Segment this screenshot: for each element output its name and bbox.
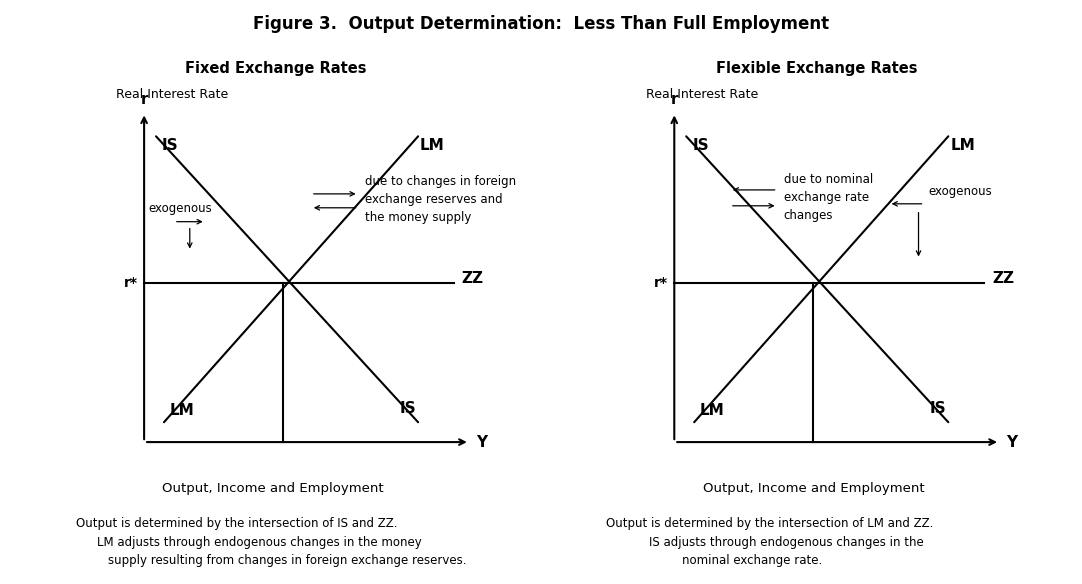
Text: LM: LM xyxy=(170,404,195,418)
Text: ZZ: ZZ xyxy=(992,271,1014,286)
Text: IS: IS xyxy=(399,401,417,416)
Text: Real Interest Rate: Real Interest Rate xyxy=(646,88,758,100)
Text: due to nominal
exchange rate
changes: due to nominal exchange rate changes xyxy=(783,173,873,223)
Text: IS: IS xyxy=(162,138,179,153)
Text: LM: LM xyxy=(950,138,975,153)
Text: r*: r* xyxy=(655,276,669,290)
Text: Real Interest Rate: Real Interest Rate xyxy=(116,88,228,100)
Text: exogenous: exogenous xyxy=(928,185,992,198)
Text: due to changes in foreign
exchange reserves and
the money supply: due to changes in foreign exchange reser… xyxy=(365,175,516,224)
Text: ZZ: ZZ xyxy=(462,271,484,286)
Text: IS: IS xyxy=(929,401,947,416)
Text: IS adjusts through endogenous changes in the: IS adjusts through endogenous changes in… xyxy=(649,536,924,548)
Text: Output is determined by the intersection of LM and ZZ.: Output is determined by the intersection… xyxy=(606,517,934,530)
Text: Fixed Exchange Rates: Fixed Exchange Rates xyxy=(185,61,367,77)
Text: LM adjusts through endogenous changes in the money: LM adjusts through endogenous changes in… xyxy=(97,536,422,548)
Text: nominal exchange rate.: nominal exchange rate. xyxy=(682,554,822,567)
Text: Figure 3.  Output Determination:  Less Than Full Employment: Figure 3. Output Determination: Less Tha… xyxy=(253,15,829,33)
Text: r: r xyxy=(671,92,678,106)
Text: Flexible Exchange Rates: Flexible Exchange Rates xyxy=(716,61,918,77)
Text: r: r xyxy=(141,92,148,106)
Text: Output is determined by the intersection of IS and ZZ.: Output is determined by the intersection… xyxy=(76,517,397,530)
Text: r*: r* xyxy=(124,276,138,290)
Text: IS: IS xyxy=(692,138,709,153)
Text: exogenous: exogenous xyxy=(148,202,212,215)
Text: Y: Y xyxy=(476,434,487,450)
Text: LM: LM xyxy=(700,404,725,418)
Text: Output, Income and Employment: Output, Income and Employment xyxy=(162,482,384,495)
Text: LM: LM xyxy=(420,138,445,153)
Text: Output, Income and Employment: Output, Income and Employment xyxy=(703,482,925,495)
Text: supply resulting from changes in foreign exchange reserves.: supply resulting from changes in foreign… xyxy=(108,554,466,567)
Text: Y: Y xyxy=(1006,434,1017,450)
